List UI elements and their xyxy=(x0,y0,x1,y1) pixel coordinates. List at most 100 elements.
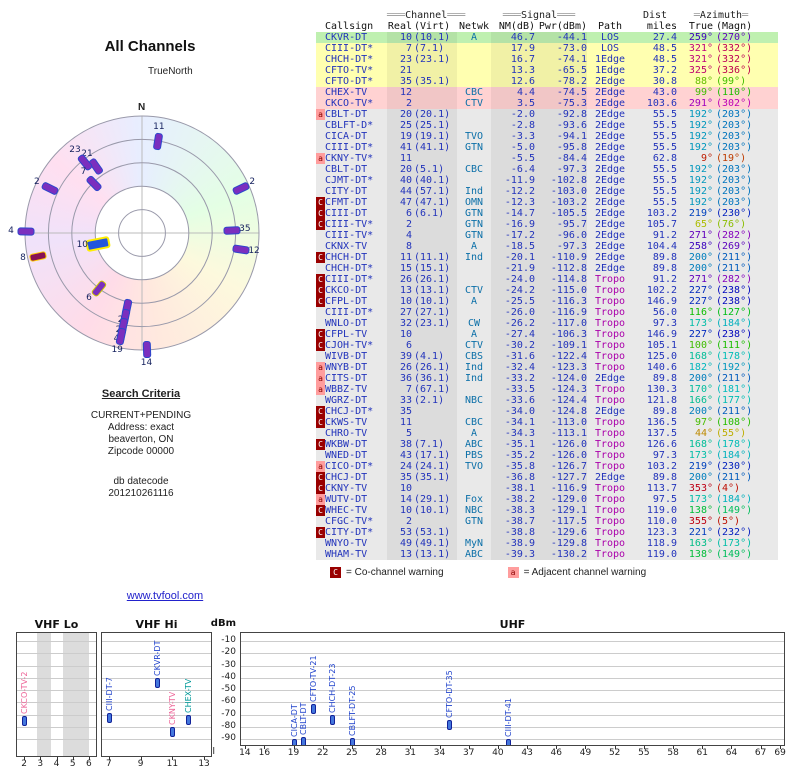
table-row: CFTO-DT* 35 (35.1) 12.6 -78.2 2Edge 30.8 88° (99… xyxy=(316,76,778,87)
cell-warn xyxy=(316,230,325,241)
cell-pwr: -96.0 xyxy=(535,230,587,241)
cell-cs: CICA-DT xyxy=(325,131,368,142)
radar-title: All Channels xyxy=(104,38,196,55)
cell-taz: 173° xyxy=(688,450,713,461)
cell-real: 32 xyxy=(387,318,412,329)
adjacent-channel-text: = Adjacent channel warning xyxy=(523,567,647,578)
cell-warn xyxy=(316,54,325,65)
cell-real: 2 xyxy=(387,516,412,527)
cell-virt xyxy=(412,87,457,98)
y-tick-label: -80 xyxy=(221,720,236,731)
cell-virt: (6.1) xyxy=(412,208,457,219)
x-tick xyxy=(108,757,110,760)
cell-warn: C xyxy=(316,505,325,516)
cell-maz: (76°) xyxy=(716,219,747,230)
cell-mi: 48.5 xyxy=(652,54,677,65)
cell-path: 2Edge xyxy=(594,164,626,175)
cell-nm: 13.3 xyxy=(491,65,535,76)
tvfool-link[interactable]: www.tvfool.com xyxy=(126,590,204,602)
radar-channel-number: 35 xyxy=(239,224,251,235)
cell-cs: WKBW-DT xyxy=(325,439,368,450)
y-tick-label: -90 xyxy=(221,733,236,743)
cell-pwr: -126.0 xyxy=(535,439,587,450)
x-tick-label: 9 xyxy=(137,759,144,768)
y-tick-label: -70 xyxy=(221,708,236,719)
cell-pwr: -109.1 xyxy=(535,340,587,351)
cell-pwr: -124.0 xyxy=(535,373,587,384)
table-group-header: ═══Channel═══ ═══Signal═══ Dist ═Azimuth═ xyxy=(387,10,749,21)
cell-nm: -5.5 xyxy=(491,153,535,164)
cell-virt: (4.1) xyxy=(412,351,457,362)
signal-bar-label: CFTO-TV-21 xyxy=(308,655,318,702)
table-row: C CFPL-TV 10 A -27.4 -106.3 Tropo 146.9 227° (238… xyxy=(316,329,778,340)
cell-maz: (211°) xyxy=(716,406,753,417)
cell-real: 13 xyxy=(387,549,412,560)
gridline xyxy=(241,714,784,716)
cell-nm: -35.2 xyxy=(491,450,535,461)
cell-nm: -16.9 xyxy=(491,219,535,230)
cell-pwr: -130.2 xyxy=(535,549,587,560)
cell-pwr: -92.8 xyxy=(535,109,587,120)
cell-taz: 97° xyxy=(694,417,713,428)
cell-taz: 200° xyxy=(688,406,713,417)
gridline xyxy=(241,677,784,679)
db-datecode-value: 201210261116 xyxy=(108,488,174,499)
cell-path: 2Edge xyxy=(594,131,626,142)
cell-real: 27 xyxy=(387,307,412,318)
cell-nm: -31.6 xyxy=(491,351,535,362)
cell-path: LOS xyxy=(600,32,620,43)
cell-nm: -12.3 xyxy=(491,197,535,208)
cell-taz: 163° xyxy=(688,538,713,549)
cell-taz: 99° xyxy=(694,87,713,98)
cell-mi: 55.5 xyxy=(652,197,677,208)
cell-taz: 321° xyxy=(688,43,713,54)
cell-maz: (203°) xyxy=(716,109,753,120)
cell-net xyxy=(457,43,491,54)
radar-channel-number: 14 xyxy=(140,357,153,368)
cell-real: 7 xyxy=(387,384,412,395)
cell-net: A xyxy=(470,428,478,439)
y-tick-label: -30 xyxy=(221,659,236,670)
search-mode: CURRENT+PENDING xyxy=(90,410,192,421)
cell-maz: (332°) xyxy=(716,43,753,54)
cell-nm: -38.2 xyxy=(491,494,535,505)
radar-channel-number: 4 xyxy=(8,225,14,236)
cell-cs: WNED-DT xyxy=(325,450,368,461)
cell-path: Tropo xyxy=(594,395,626,406)
cell-net: TVO xyxy=(464,461,484,472)
cell-mi: 55.5 xyxy=(652,186,677,197)
cell-net: Ind xyxy=(464,252,484,263)
table-row: WGRZ-DT 33 (2.1) NBC -33.6 -124.4 Tropo 121.8 16… xyxy=(316,395,778,406)
cell-path: Tropo xyxy=(594,340,626,351)
cell-mi: 103.2 xyxy=(646,208,677,219)
cell-real: 6 xyxy=(387,208,412,219)
cell-path: Tropo xyxy=(594,307,626,318)
cell-nm: -33.6 xyxy=(491,395,535,406)
cell-net: OMN xyxy=(464,197,484,208)
x-tick xyxy=(381,746,383,749)
cell-mi: 43.0 xyxy=(652,87,677,98)
cell-cs: CBLFT-D* xyxy=(325,120,374,131)
cell-taz: 116° xyxy=(688,307,713,318)
cell-warn: C xyxy=(316,285,325,296)
cell-cs: CIII-DT xyxy=(325,208,368,219)
table-row: CIII-TV* 4 GTN -17.2 -96.0 2Edge 91.2 271° (282°… xyxy=(316,230,778,241)
cell-taz: 138° xyxy=(688,549,713,560)
cell-mi: 103.6 xyxy=(646,98,677,109)
cell-maz: (230°) xyxy=(716,461,753,472)
table-row: a CICO-DT* 24 (24.1) TVO -35.8 -126.7 Tropo 103.… xyxy=(316,461,778,472)
cell-taz: 355° xyxy=(688,516,713,527)
cell-maz: (302°) xyxy=(716,98,753,109)
cell-net xyxy=(457,76,491,87)
cell-mi: 146.9 xyxy=(646,296,677,307)
cell-real: 6 xyxy=(387,340,412,351)
cell-mi: 140.6 xyxy=(646,362,677,373)
adjacent-channel-symbol: a xyxy=(507,567,519,578)
table-row: C CKWS-TV 11 CBC -34.1 -113.0 Tropo 136.5 97° (10… xyxy=(316,417,778,428)
signal-bar-label: CKCO-TV-2 xyxy=(20,671,30,714)
cell-cs: WBBZ-TV xyxy=(325,384,368,395)
cell-virt: (13.1) xyxy=(412,549,457,560)
cell-maz: (55°) xyxy=(716,428,747,439)
cell-nm: -2.0 xyxy=(491,109,535,120)
